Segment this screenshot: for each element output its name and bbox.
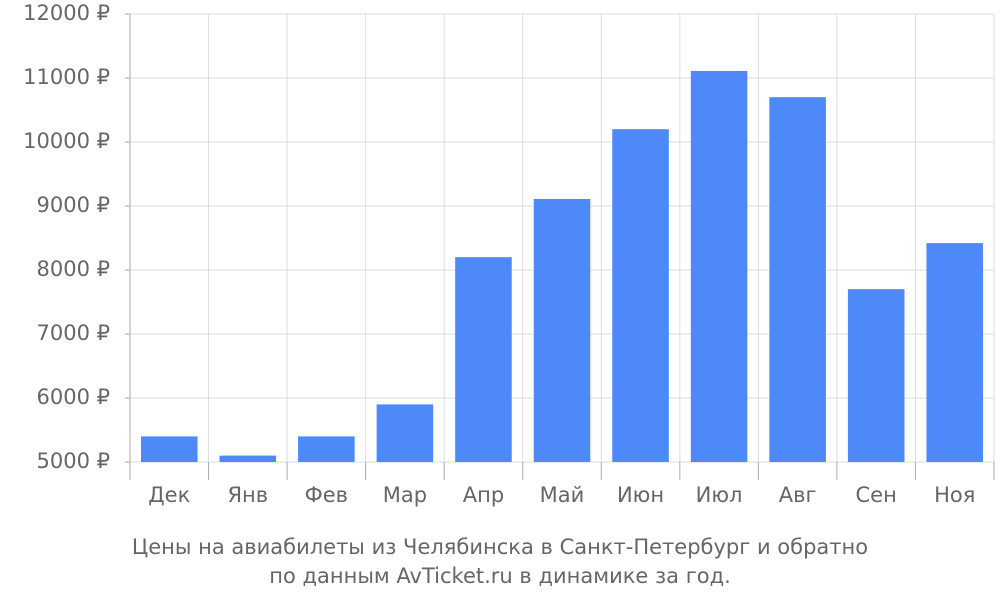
bar <box>847 289 905 462</box>
x-tick-label: Мар <box>383 483 427 507</box>
bar <box>298 436 355 462</box>
bar <box>455 257 512 462</box>
bar <box>612 129 669 462</box>
x-tick-label: Ноя <box>934 483 975 507</box>
y-tick-label: 7000 ₽ <box>37 321 110 345</box>
bar <box>690 70 748 463</box>
x-tick-label: Июл <box>696 483 743 507</box>
y-tick-label: 10000 ₽ <box>23 129 110 153</box>
x-tick-label: Янв <box>227 483 268 507</box>
x-tick-label: Май <box>540 483 585 507</box>
y-tick-label: 12000 ₽ <box>23 1 110 25</box>
x-tick-label: Сен <box>856 483 897 507</box>
y-tick-label: 9000 ₽ <box>37 193 110 217</box>
bar <box>533 198 591 462</box>
bar <box>140 436 198 462</box>
x-tick-label: Дек <box>148 483 190 507</box>
y-tick-label: 8000 ₽ <box>37 257 110 281</box>
y-tick-label: 6000 ₽ <box>37 385 110 409</box>
x-tick-label: Апр <box>463 483 504 507</box>
x-tick-label: Июн <box>617 483 664 507</box>
bar <box>926 243 984 462</box>
bar <box>219 455 277 462</box>
caption: Цены на авиабилеты из Челябинска в Санкт… <box>132 535 868 559</box>
y-tick-label: 5000 ₽ <box>37 449 110 473</box>
bar <box>769 97 826 462</box>
bar <box>376 404 434 462</box>
y-tick-label: 11000 ₽ <box>23 65 110 89</box>
caption: по данным AvTicket.ru в динамике за год. <box>269 564 731 588</box>
x-tick-label: Авг <box>779 483 817 507</box>
x-tick-label: Фев <box>305 483 348 507</box>
